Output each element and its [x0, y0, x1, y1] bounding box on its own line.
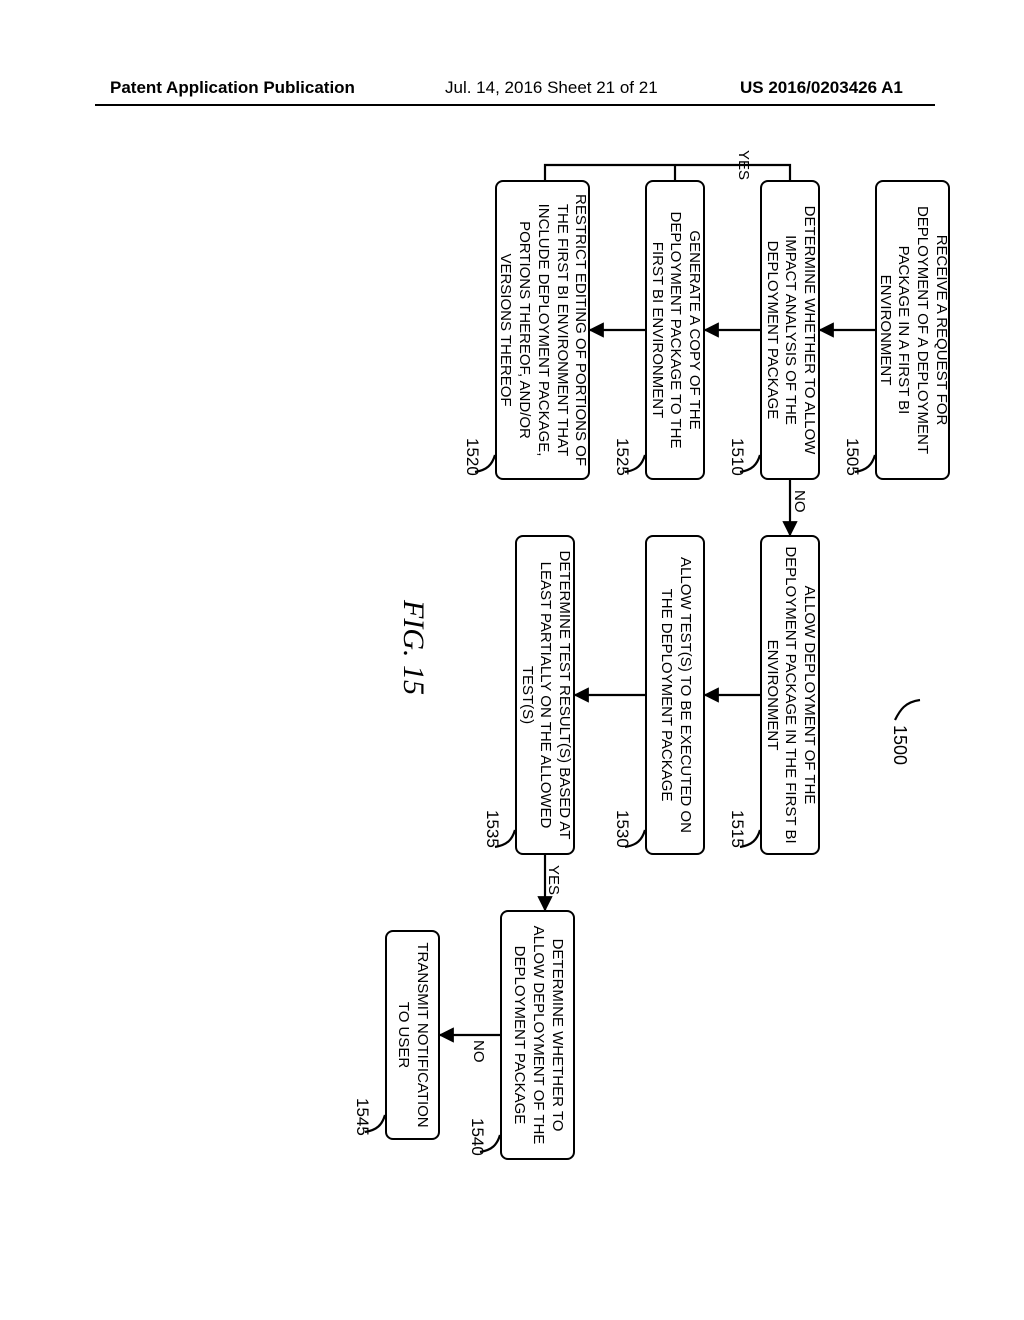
- ref-1540: 1540: [467, 1118, 487, 1156]
- edge-label-yes-1535: YES: [545, 865, 562, 895]
- step-1515: ALLOW DEPLOYMENT OF THE DEPLOYMENT PACKA…: [760, 535, 820, 855]
- edge-label-no-1540: NO: [470, 1040, 487, 1063]
- header-right: US 2016/0203426 A1: [740, 78, 903, 98]
- edge-label-yes-1510: YES: [735, 150, 752, 180]
- edge-label-no-1510: NO: [791, 490, 808, 513]
- header-center: Jul. 14, 2016 Sheet 21 of 21: [445, 78, 658, 98]
- step-1520-text: RESTRICT EDITING OF PORTIONS OF THE FIRS…: [496, 190, 590, 470]
- step-1525: GENERATE A COPY OF THE DEPLOYMENT PACKAG…: [645, 180, 705, 480]
- ref-1505: 1505: [842, 438, 862, 476]
- figure-label: FIG. 15: [396, 600, 430, 695]
- step-1530-text: ALLOW TEST(S) TO BE EXECUTED ON THE DEPL…: [656, 545, 694, 845]
- step-1535-text: DETERMINE TEST RESULT(S) BASED AT LEAST …: [517, 545, 573, 845]
- step-1515-text: ALLOW DEPLOYMENT OF THE DEPLOYMENT PACKA…: [762, 545, 818, 845]
- step-1540-text: DETERMINE WHETHER TO ALLOW DEPLOYMENT OF…: [509, 920, 565, 1150]
- step-1545-text: TRANSMIT NOTIFICATION TO USER: [394, 940, 432, 1130]
- step-1520: RESTRICT EDITING OF PORTIONS OF THE FIRS…: [495, 180, 590, 480]
- ref-1530: 1530: [612, 810, 632, 848]
- ref-1535: 1535: [482, 810, 502, 848]
- step-1505: RECEIVE A REQUEST FOR DEPLOYMENT OF A DE…: [875, 180, 950, 480]
- flow-ref-1500: 1500: [889, 725, 910, 765]
- step-1545: TRANSMIT NOTIFICATION TO USER: [385, 930, 440, 1140]
- step-1505-text: RECEIVE A REQUEST FOR DEPLOYMENT OF A DE…: [875, 190, 950, 470]
- ref-1515: 1515: [727, 810, 747, 848]
- step-1530: ALLOW TEST(S) TO BE EXECUTED ON THE DEPL…: [645, 535, 705, 855]
- flowchart-1500: RECEIVE A REQUEST FOR DEPLOYMENT OF A DE…: [0, 160, 950, 1030]
- ref-1525: 1525: [612, 438, 632, 476]
- ref-1510: 1510: [727, 438, 747, 476]
- step-1510: DETERMINE WHETHER TO ALLOW IMPACT ANALYS…: [760, 180, 820, 480]
- header-rule: [95, 104, 935, 106]
- step-1525-text: GENERATE A COPY OF THE DEPLOYMENT PACKAG…: [647, 190, 703, 470]
- step-1540: DETERMINE WHETHER TO ALLOW DEPLOYMENT OF…: [500, 910, 575, 1160]
- step-1535: DETERMINE TEST RESULT(S) BASED AT LEAST …: [515, 535, 575, 855]
- step-1510-text: DETERMINE WHETHER TO ALLOW IMPACT ANALYS…: [762, 190, 818, 470]
- ref-1545: 1545: [352, 1098, 372, 1136]
- header-left: Patent Application Publication: [110, 78, 355, 98]
- ref-1520: 1520: [462, 438, 482, 476]
